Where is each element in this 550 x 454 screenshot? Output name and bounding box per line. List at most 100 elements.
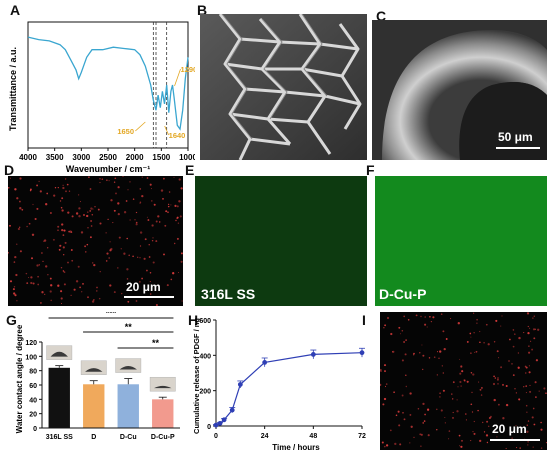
red-fluorescence-dot [457,322,460,325]
ftir-x-tick-label-6: 1000 [179,153,195,162]
contact-angle-category-label-2: D-Cu [120,434,137,441]
red-fluorescence-dot [77,194,80,196]
red-fluorescence-dot [62,186,65,190]
red-fluorescence-dot [523,386,525,388]
significance-label-1: ** [125,322,133,332]
red-fluorescence-dot [30,276,33,279]
red-fluorescence-dot [527,331,530,335]
red-fluorescence-dot [517,366,520,368]
red-fluorescence-dot [113,291,116,294]
red-fluorescence-dot [19,250,22,253]
red-fluorescence-dot [527,420,530,422]
red-fluorescence-dot [526,424,529,427]
red-fluorescence-dot [106,252,109,255]
red-fluorescence-dot [166,284,169,287]
red-fluorescence-dot [459,372,462,375]
red-fluorescence-dot [426,326,428,328]
red-fluorescence-dot [531,416,534,419]
red-fluorescence-dot [470,352,472,354]
scalebar-d-line [124,296,174,298]
red-fluorescence-dot [89,236,92,239]
red-fluorescence-dot [515,425,517,427]
ftir-annotation-arrow-0 [174,68,181,87]
red-fluorescence-dot [152,261,155,264]
scalebar-c-line [496,147,540,149]
scalebar-c-label: 50 μm [498,130,533,144]
red-fluorescence-dot [383,397,387,401]
droplet-photo-1 [80,360,107,375]
red-fluorescence-dot [486,420,489,423]
red-fluorescence-dot [459,380,462,384]
red-fluorescence-dot [537,328,540,331]
red-fluorescence-dot [157,215,160,218]
red-fluorescence-dot [502,383,504,386]
red-fluorescence-dot [135,223,138,226]
red-fluorescence-dot [512,345,515,348]
red-fluorescence-dot [505,447,507,450]
contact-angle-chart: Water contact angle / degree 316L SS D D-C… [15,312,180,441]
red-fluorescence-dot [518,336,521,340]
red-fluorescence-dot [54,187,57,189]
red-fluorescence-dot [113,181,116,183]
red-fluorescence-dot [137,256,139,258]
fluorescence-i-image: 20 μm [380,312,547,450]
red-fluorescence-dot [135,221,138,224]
red-fluorescence-dot [160,189,164,192]
red-fluorescence-dot [443,347,446,351]
red-fluorescence-dot [479,439,482,443]
pdgf-x-tick-label-3: 72 [358,433,366,440]
panel-letter-h: H [188,312,199,328]
red-fluorescence-dot [534,381,537,384]
red-fluorescence-dot [401,394,404,397]
red-fluorescence-dot [139,281,141,283]
red-fluorescence-dot [9,177,12,179]
red-fluorescence-dot [516,447,518,449]
red-fluorescence-dot [452,417,454,419]
red-fluorescence-dot [181,300,183,302]
pdgf-y-tick-label-3: 600 [199,318,211,325]
red-fluorescence-dot [60,266,63,269]
red-fluorescence-dot [154,285,157,287]
red-fluorescence-dot [436,374,438,376]
contact-angle-category-label-1: D [91,434,96,441]
red-fluorescence-dot [127,300,130,303]
red-fluorescence-dot [497,377,499,379]
red-fluorescence-dot [172,272,175,275]
red-fluorescence-dot [452,411,454,414]
red-fluorescence-dot [422,368,424,371]
red-fluorescence-dot [497,383,499,385]
red-fluorescence-dot [115,192,117,195]
red-fluorescence-dot [442,389,445,392]
pdgf-data-point-0 [213,422,219,428]
red-fluorescence-dot [527,441,529,443]
red-fluorescence-dot [472,430,474,433]
red-fluorescence-dot [139,257,141,259]
red-fluorescence-dot [493,431,496,434]
red-fluorescence-dot [487,343,490,346]
red-fluorescence-dot [493,398,496,402]
red-fluorescence-dot [439,350,442,353]
red-fluorescence-dot [155,240,158,243]
red-fluorescence-dot [38,180,40,183]
red-fluorescence-dot [108,180,110,182]
red-fluorescence-dot [381,441,384,444]
red-fluorescence-dot [93,263,96,267]
pdgf-data-point-2 [221,417,227,423]
red-fluorescence-dot [109,241,111,243]
red-fluorescence-dot [59,244,62,247]
red-fluorescence-dot [62,246,65,249]
red-fluorescence-dot [413,436,415,439]
red-fluorescence-dot [475,350,478,353]
stent-struts-illustration [200,14,367,160]
fluorescence-d-dots [8,176,183,306]
red-fluorescence-dot [395,414,398,417]
red-fluorescence-dot [501,315,503,317]
pdgf-release-chart: Cumulative release of PDGF / ng 0 200 400 6… [192,318,366,452]
red-fluorescence-dot [430,320,433,323]
red-fluorescence-dot [41,291,44,294]
contact-angle-category-label-0: 316L SS [46,434,73,441]
red-fluorescence-dot [64,241,67,244]
red-fluorescence-dot [540,428,543,431]
red-fluorescence-dot [148,244,150,246]
fluorescence-f-image: D-Cu-P [375,176,547,306]
